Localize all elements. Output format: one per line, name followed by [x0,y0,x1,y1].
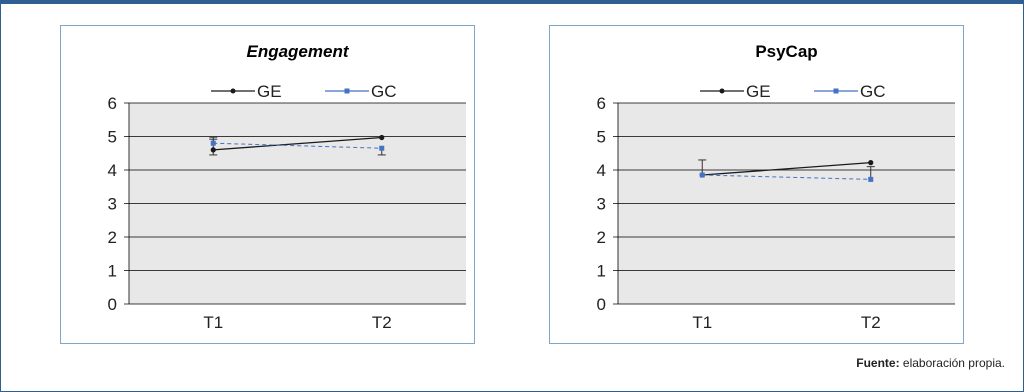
source-text: elaboración propia. [902,356,1005,370]
x-tick-label: T2 [372,313,392,332]
data-point-gc [699,172,705,178]
y-tick-label: 3 [108,195,117,214]
legend-label-gc: GC [860,82,886,101]
data-point-gc [210,140,216,146]
data-point-ge [379,134,385,141]
data-point-gc [379,145,385,151]
data-point-gc [868,176,874,182]
y-tick-label: 2 [597,228,606,247]
y-tick-label: 6 [108,94,117,113]
legend-label-ge: GE [257,82,282,101]
chart-title: PsyCap [755,42,817,61]
y-tick-label: 0 [597,295,606,314]
y-tick-label: 4 [597,161,606,180]
legend-marker-gc [344,88,350,94]
chart-panel-psycap: PsyCap GE GC 0 1 2 3 4 5 6 T1 T2 [549,25,964,344]
y-tick-label: 4 [108,161,117,180]
x-tick-label: T1 [692,313,712,332]
data-point-ge [210,147,216,153]
y-tick-label: 1 [108,262,117,281]
y-tick-label: 3 [597,195,606,214]
y-tick-label: 1 [597,262,606,281]
legend-marker-ge [230,88,236,94]
series-line-gc [702,174,871,180]
legend-label-ge: GE [746,82,771,101]
y-tick-label: 2 [108,228,117,247]
source-label: Fuente: [856,356,900,370]
series-line-ge [213,136,382,151]
legend-marker-gc [833,88,839,94]
chart-svg-psycap: PsyCap GE GC 0 1 2 3 4 5 6 T1 T2 [597,42,955,332]
y-tick-label: 0 [108,295,117,314]
legend-label-gc: GC [371,82,397,101]
x-tick-label: T1 [203,313,223,332]
y-tick-label: 6 [597,94,606,113]
legend-marker-ge [719,88,725,94]
data-point-ge [868,160,874,166]
series-line-ge [702,161,871,176]
y-tick-label: 5 [108,128,117,147]
chart-svg-engagement: Engagement GE GC 0 1 2 3 4 5 6 T1 T2 [108,42,466,332]
y-tick-label: 5 [597,128,606,147]
chart-panel-engagement: Engagement GE GC 0 1 2 3 4 5 6 T1 T2 [60,25,475,344]
series-line-gc [213,142,382,149]
source-note: Fuente: elaboración propia. [856,356,1005,370]
x-tick-label: T2 [861,313,881,332]
chart-title: Engagement [246,42,349,61]
